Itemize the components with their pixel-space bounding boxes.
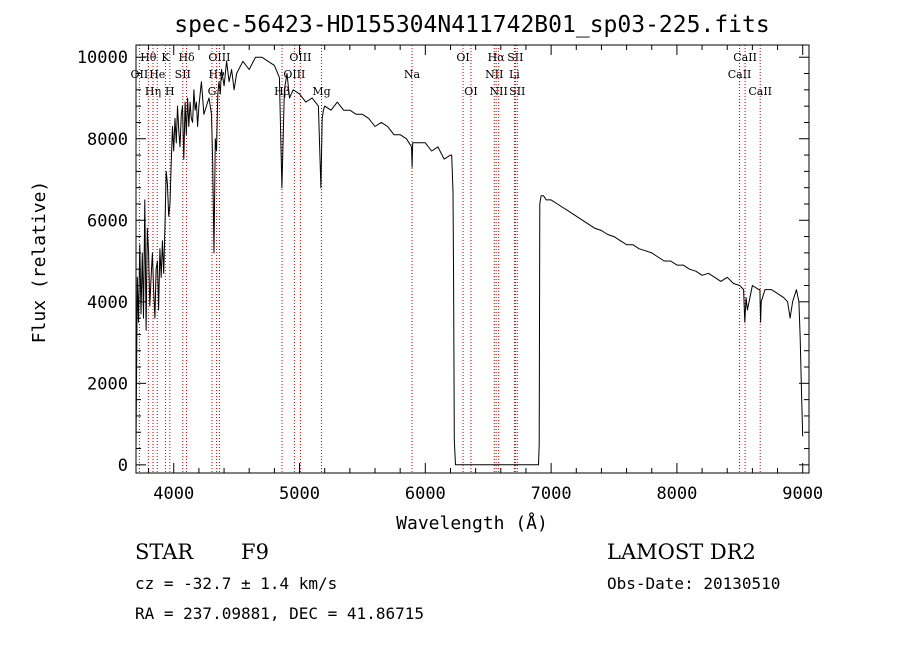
spectral-line-label: OII <box>131 68 149 81</box>
spectral-line-label: NII <box>485 68 503 81</box>
spectral-line-markers: OIIHθHηHeKHSIIHδGHγOIIIHβOIIIOIIIMgNaOIO… <box>131 45 772 473</box>
spectrum-line <box>135 56 804 466</box>
spectral-line-label: SII <box>507 51 523 64</box>
x-tick-label: 8000 <box>656 484 697 504</box>
spectral-line-label: He <box>149 68 165 81</box>
redshift-text: cz = -32.7 ± 1.4 km/s <box>135 574 338 593</box>
spectral-line-label: SII <box>175 68 191 81</box>
y-tick-label: 8000 <box>87 130 128 150</box>
spectral-line-label: Na <box>404 68 421 81</box>
spectral-line-label: CaII <box>748 85 772 98</box>
coordinates-text: RA = 237.09881, DEC = 41.86715 <box>135 604 424 623</box>
spectral-line-label: OIII <box>289 51 311 64</box>
object-subclass: F9 <box>241 540 269 564</box>
y-tick-label: 6000 <box>87 211 128 231</box>
y-axis-label: Flux (relative) <box>29 181 50 344</box>
spectral-line-label: G <box>208 85 217 98</box>
spectral-line-label: OIII <box>283 68 305 81</box>
spectral-line-label: OI <box>456 51 469 64</box>
spectral-line-label: CaII <box>728 68 752 81</box>
spectral-line-label: OIII <box>208 51 230 64</box>
x-axis: 4000 5000 6000 7000 8000 9000 <box>148 45 823 504</box>
x-axis-label: Wavelength (Å) <box>396 512 548 534</box>
spectral-line-label: H <box>165 85 175 98</box>
spectral-line-label: Hβ <box>274 85 290 98</box>
y-tick-label: 10000 <box>77 48 128 68</box>
spectral-line-label: SII <box>509 85 525 98</box>
survey-name: LAMOST DR2 <box>607 540 756 564</box>
spectral-line-label: Hδ <box>178 51 195 64</box>
object-class: STAR <box>135 540 194 564</box>
observation-date: Obs-Date: 20130510 <box>607 574 781 593</box>
spectral-line-label: CaII <box>733 51 757 64</box>
x-tick-label: 4000 <box>153 484 194 504</box>
y-axis: 0 2000 4000 6000 8000 10000 <box>77 48 809 476</box>
spectrum-series <box>135 56 804 466</box>
y-tick-label: 2000 <box>87 374 128 394</box>
y-tick-label: 4000 <box>87 293 128 313</box>
x-tick-label: 7000 <box>531 484 572 504</box>
x-tick-label: 9000 <box>782 484 823 504</box>
spectral-line-label: K <box>161 51 170 64</box>
x-tick-label: 5000 <box>279 484 320 504</box>
spectral-line-label: NII <box>490 85 508 98</box>
chart-title: spec-56423-HD155304N411742B01_sp03-225.f… <box>174 12 769 38</box>
spectral-line-label: Hα <box>488 51 506 64</box>
spectral-line-label: OI <box>464 85 477 98</box>
spectral-line-label: Mg <box>312 85 330 98</box>
y-tick-label: 0 <box>118 456 128 476</box>
plot-frame <box>135 44 810 474</box>
x-tick-label: 6000 <box>405 484 446 504</box>
spectral-line-label: Hη <box>145 85 161 98</box>
spectral-line-label: Li <box>509 68 520 81</box>
